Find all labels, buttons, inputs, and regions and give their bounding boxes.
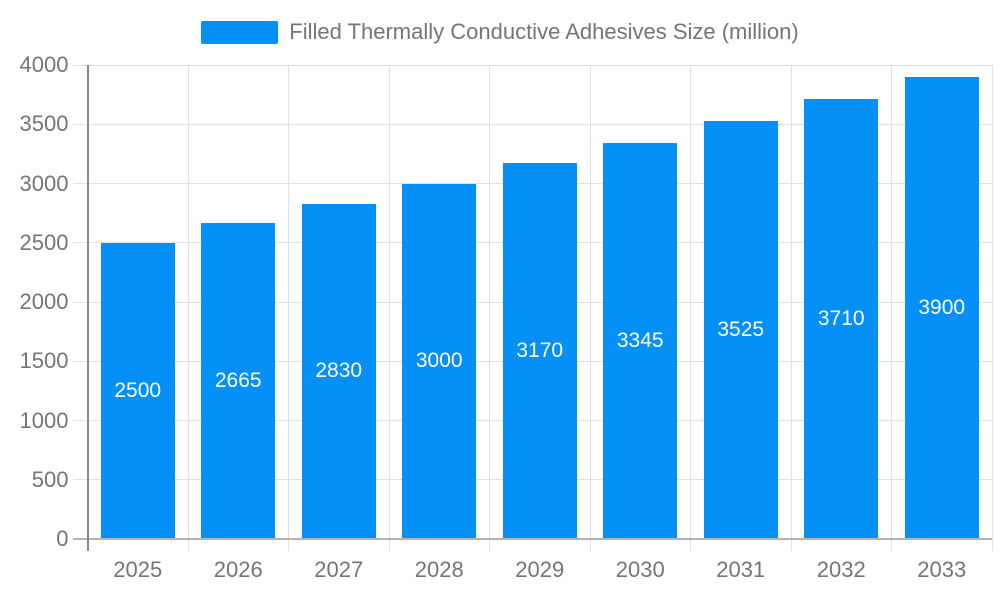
y-axis-tick-label: 500 <box>31 466 69 492</box>
y-axis-tick-label: 0 <box>56 526 69 551</box>
v-gridline <box>489 65 490 551</box>
y-axis-tick-label: 3500 <box>19 111 69 137</box>
y-axis-tick-label: 2500 <box>19 229 69 255</box>
v-gridline <box>288 65 289 551</box>
x-axis-tick-label: 2026 <box>213 557 263 582</box>
bar: 3900 <box>904 76 979 539</box>
x-axis-line <box>72 538 992 540</box>
bar-value-label: 2665 <box>214 369 262 393</box>
bar: 2665 <box>201 223 276 539</box>
x-axis-tick-label: 2030 <box>615 557 665 582</box>
v-gridline <box>388 65 390 551</box>
y-axis-line <box>86 65 89 551</box>
legend[interactable]: Filled Thermally Conductive Adhesives Si… <box>0 19 1000 45</box>
y-axis-tick-label: 2000 <box>19 289 69 314</box>
bar-value-label: 3710 <box>817 307 865 331</box>
y-axis-tick-label: 4000 <box>19 52 69 77</box>
y-axis-tick-label: 3000 <box>19 170 69 196</box>
v-gridline <box>991 65 993 551</box>
x-axis-tick-label: 2032 <box>816 557 866 582</box>
legend-swatch <box>201 20 279 44</box>
bar-value-label: 3000 <box>415 349 463 373</box>
x-axis-tick-label: 2025 <box>113 557 163 582</box>
bar: 3170 <box>502 163 577 539</box>
x-axis-tick-label: 2029 <box>515 557 565 582</box>
x-axis-tick-label: 2027 <box>314 557 364 582</box>
y-axis-tick-label: 1500 <box>19 348 69 374</box>
bar: 3000 <box>402 183 477 539</box>
h-gridline <box>72 123 992 125</box>
y-axis-tick-label: 1000 <box>19 407 69 433</box>
bar: 3345 <box>603 142 678 539</box>
bar-value-label: 3900 <box>918 295 966 319</box>
v-gridline <box>891 65 892 551</box>
h-gridline <box>72 64 992 66</box>
bar: 2500 <box>100 242 175 539</box>
legend-label: Filled Thermally Conductive Adhesives Si… <box>289 19 799 44</box>
bar: 3710 <box>804 99 879 539</box>
x-axis-tick-label: 2033 <box>917 557 967 582</box>
x-axis-tick-label: 2031 <box>716 557 766 582</box>
v-gridline <box>589 65 591 551</box>
v-gridline <box>690 65 691 551</box>
bar-value-label: 3525 <box>717 318 765 342</box>
bar-value-label: 2500 <box>114 378 162 402</box>
bar-value-label: 3345 <box>616 328 664 352</box>
bar-value-label: 2830 <box>315 359 363 383</box>
x-axis-tick-label: 2028 <box>414 557 464 582</box>
v-gridline <box>187 65 189 551</box>
bar-value-label: 3170 <box>516 339 564 363</box>
bar: 3525 <box>703 121 778 539</box>
v-gridline <box>790 65 792 551</box>
bar: 2830 <box>301 203 376 539</box>
